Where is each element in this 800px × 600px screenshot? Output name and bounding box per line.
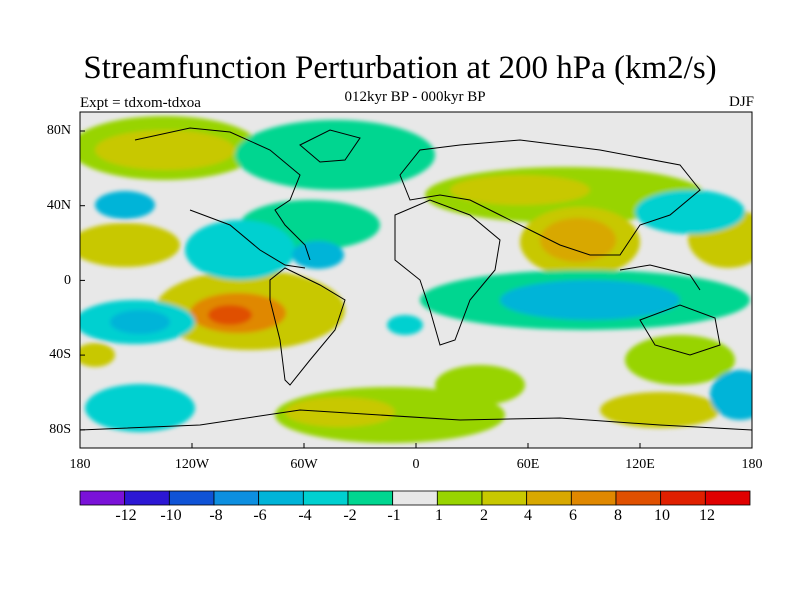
anomaly-pacific-sector-negative xyxy=(710,370,752,420)
anomaly-east-asia-negative xyxy=(635,190,745,234)
x-tick-label: 0 xyxy=(412,457,420,472)
colorbar-swatch xyxy=(704,490,751,506)
antarctica-coast xyxy=(80,409,752,431)
colorbar-swatch xyxy=(213,490,260,506)
mexico-coast xyxy=(189,209,306,269)
x-tick-label: 60W xyxy=(290,457,318,472)
colorbar-label: 2 xyxy=(480,507,488,524)
eurasia xyxy=(399,139,701,256)
greenland xyxy=(299,129,361,163)
colorbar-swatch xyxy=(481,490,528,506)
anomaly-north-atlantic-negative xyxy=(235,120,435,190)
north-america-coast xyxy=(134,127,311,261)
colorbar-label: 12 xyxy=(699,507,715,524)
africa xyxy=(394,199,501,346)
australia xyxy=(639,304,721,356)
y-tick-label: 40N xyxy=(46,198,71,213)
colorbar-swatch xyxy=(258,490,304,506)
anomaly-eurasia-core xyxy=(450,175,590,205)
anomaly-far-south-pacific-positive xyxy=(80,343,115,367)
colorbar-label: 10 xyxy=(654,507,670,524)
y-tick-label: 80S xyxy=(49,422,71,437)
colorbar-swatch xyxy=(526,490,572,506)
colorbar-label: 8 xyxy=(614,507,622,524)
colorbar-swatch xyxy=(347,490,394,506)
colorbar-label: -8 xyxy=(209,507,223,524)
anomaly-south-pacific-max xyxy=(208,305,252,325)
y-tick-label: 0 xyxy=(64,273,71,288)
anomaly-ross-sea-negative xyxy=(85,384,195,432)
anomaly-caribbean-core xyxy=(292,241,344,269)
coastlines xyxy=(80,127,752,431)
colorbar-label: -1 xyxy=(387,507,401,524)
x-tick-label: 180 xyxy=(741,457,763,472)
colorbar xyxy=(79,490,751,506)
season-label: DJF xyxy=(728,94,754,110)
colorbar-label: -12 xyxy=(115,507,137,524)
colorbar-label: -10 xyxy=(160,507,182,524)
x-tick-label: 180 xyxy=(69,457,91,472)
chart-title: Streamfunction Perturbation at 200 hPa (… xyxy=(83,50,717,86)
experiment-label: Expt = tdxom-tdxoa xyxy=(80,95,201,111)
colorbar-label: 4 xyxy=(524,507,532,524)
maritime-continent xyxy=(619,264,701,291)
colorbar-label: -6 xyxy=(253,507,267,524)
colorbar-swatch xyxy=(436,490,483,506)
anomaly-south-atlantic-positive xyxy=(435,365,525,405)
anomaly-south-indian-positive xyxy=(625,335,735,385)
anomaly-south-atlantic-negative xyxy=(387,315,423,335)
colorbar-swatch xyxy=(79,490,126,506)
colorbar-swatch xyxy=(615,490,662,506)
colorbar-swatch xyxy=(660,490,706,506)
contour-fields xyxy=(80,116,752,443)
colorbar-label: -2 xyxy=(343,507,357,524)
anomaly-caribbean-negative xyxy=(185,220,295,280)
y-tick-label: 80N xyxy=(46,123,71,138)
colorbar-swatch xyxy=(124,490,170,506)
anomaly-north-pacific-core xyxy=(95,130,235,170)
colorbar-label: 6 xyxy=(569,507,577,524)
chart-subtitle: 012kyr BP - 000kyr BP xyxy=(344,89,486,105)
colorbar-label: 1 xyxy=(435,507,443,524)
anomaly-southern-ocean-positive xyxy=(600,392,720,428)
colorbar-swatch xyxy=(168,490,215,506)
colorbar-label: -4 xyxy=(298,507,312,524)
colorbar-swatch xyxy=(570,490,617,506)
colorbar-swatch xyxy=(392,490,438,506)
y-axis-ticks xyxy=(80,130,85,431)
anomaly-asia-core xyxy=(540,218,616,262)
anomaly-east-pacific-negative xyxy=(95,191,155,219)
x-tick-label: 120E xyxy=(625,457,655,472)
y-tick-label: 40S xyxy=(49,347,71,362)
anomaly-central-pacific-positive xyxy=(80,223,180,267)
x-axis-ticks xyxy=(79,443,753,448)
x-tick-label: 120W xyxy=(174,457,210,472)
x-tick-label: 60E xyxy=(516,457,540,472)
anomaly-south-pacific-negative-core xyxy=(110,310,170,334)
colorbar-swatch xyxy=(302,490,349,506)
anomaly-indian-ocean-core xyxy=(500,280,680,320)
south-america xyxy=(269,267,346,386)
